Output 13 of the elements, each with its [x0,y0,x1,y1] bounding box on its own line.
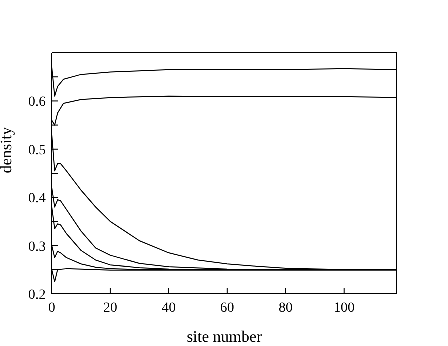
y-tick-label: 0.6 [28,95,46,110]
x-tick-label: 0 [48,300,56,316]
y-tick-label: 0.3 [28,240,46,255]
y-tick-label: 0.4 [28,192,46,207]
x-tick-label: 100 [334,300,355,316]
y-axis-title: density [0,127,16,174]
x-tick-label: 60 [220,300,234,316]
x-tick-label: 20 [103,300,118,316]
x-tick-label: 80 [278,300,293,316]
y-tick-label: 0.5 [28,143,46,158]
x-tick-label: 40 [162,300,176,316]
y-tick-label: 0.2 [28,288,46,303]
x-axis-title: site number [186,329,263,346]
